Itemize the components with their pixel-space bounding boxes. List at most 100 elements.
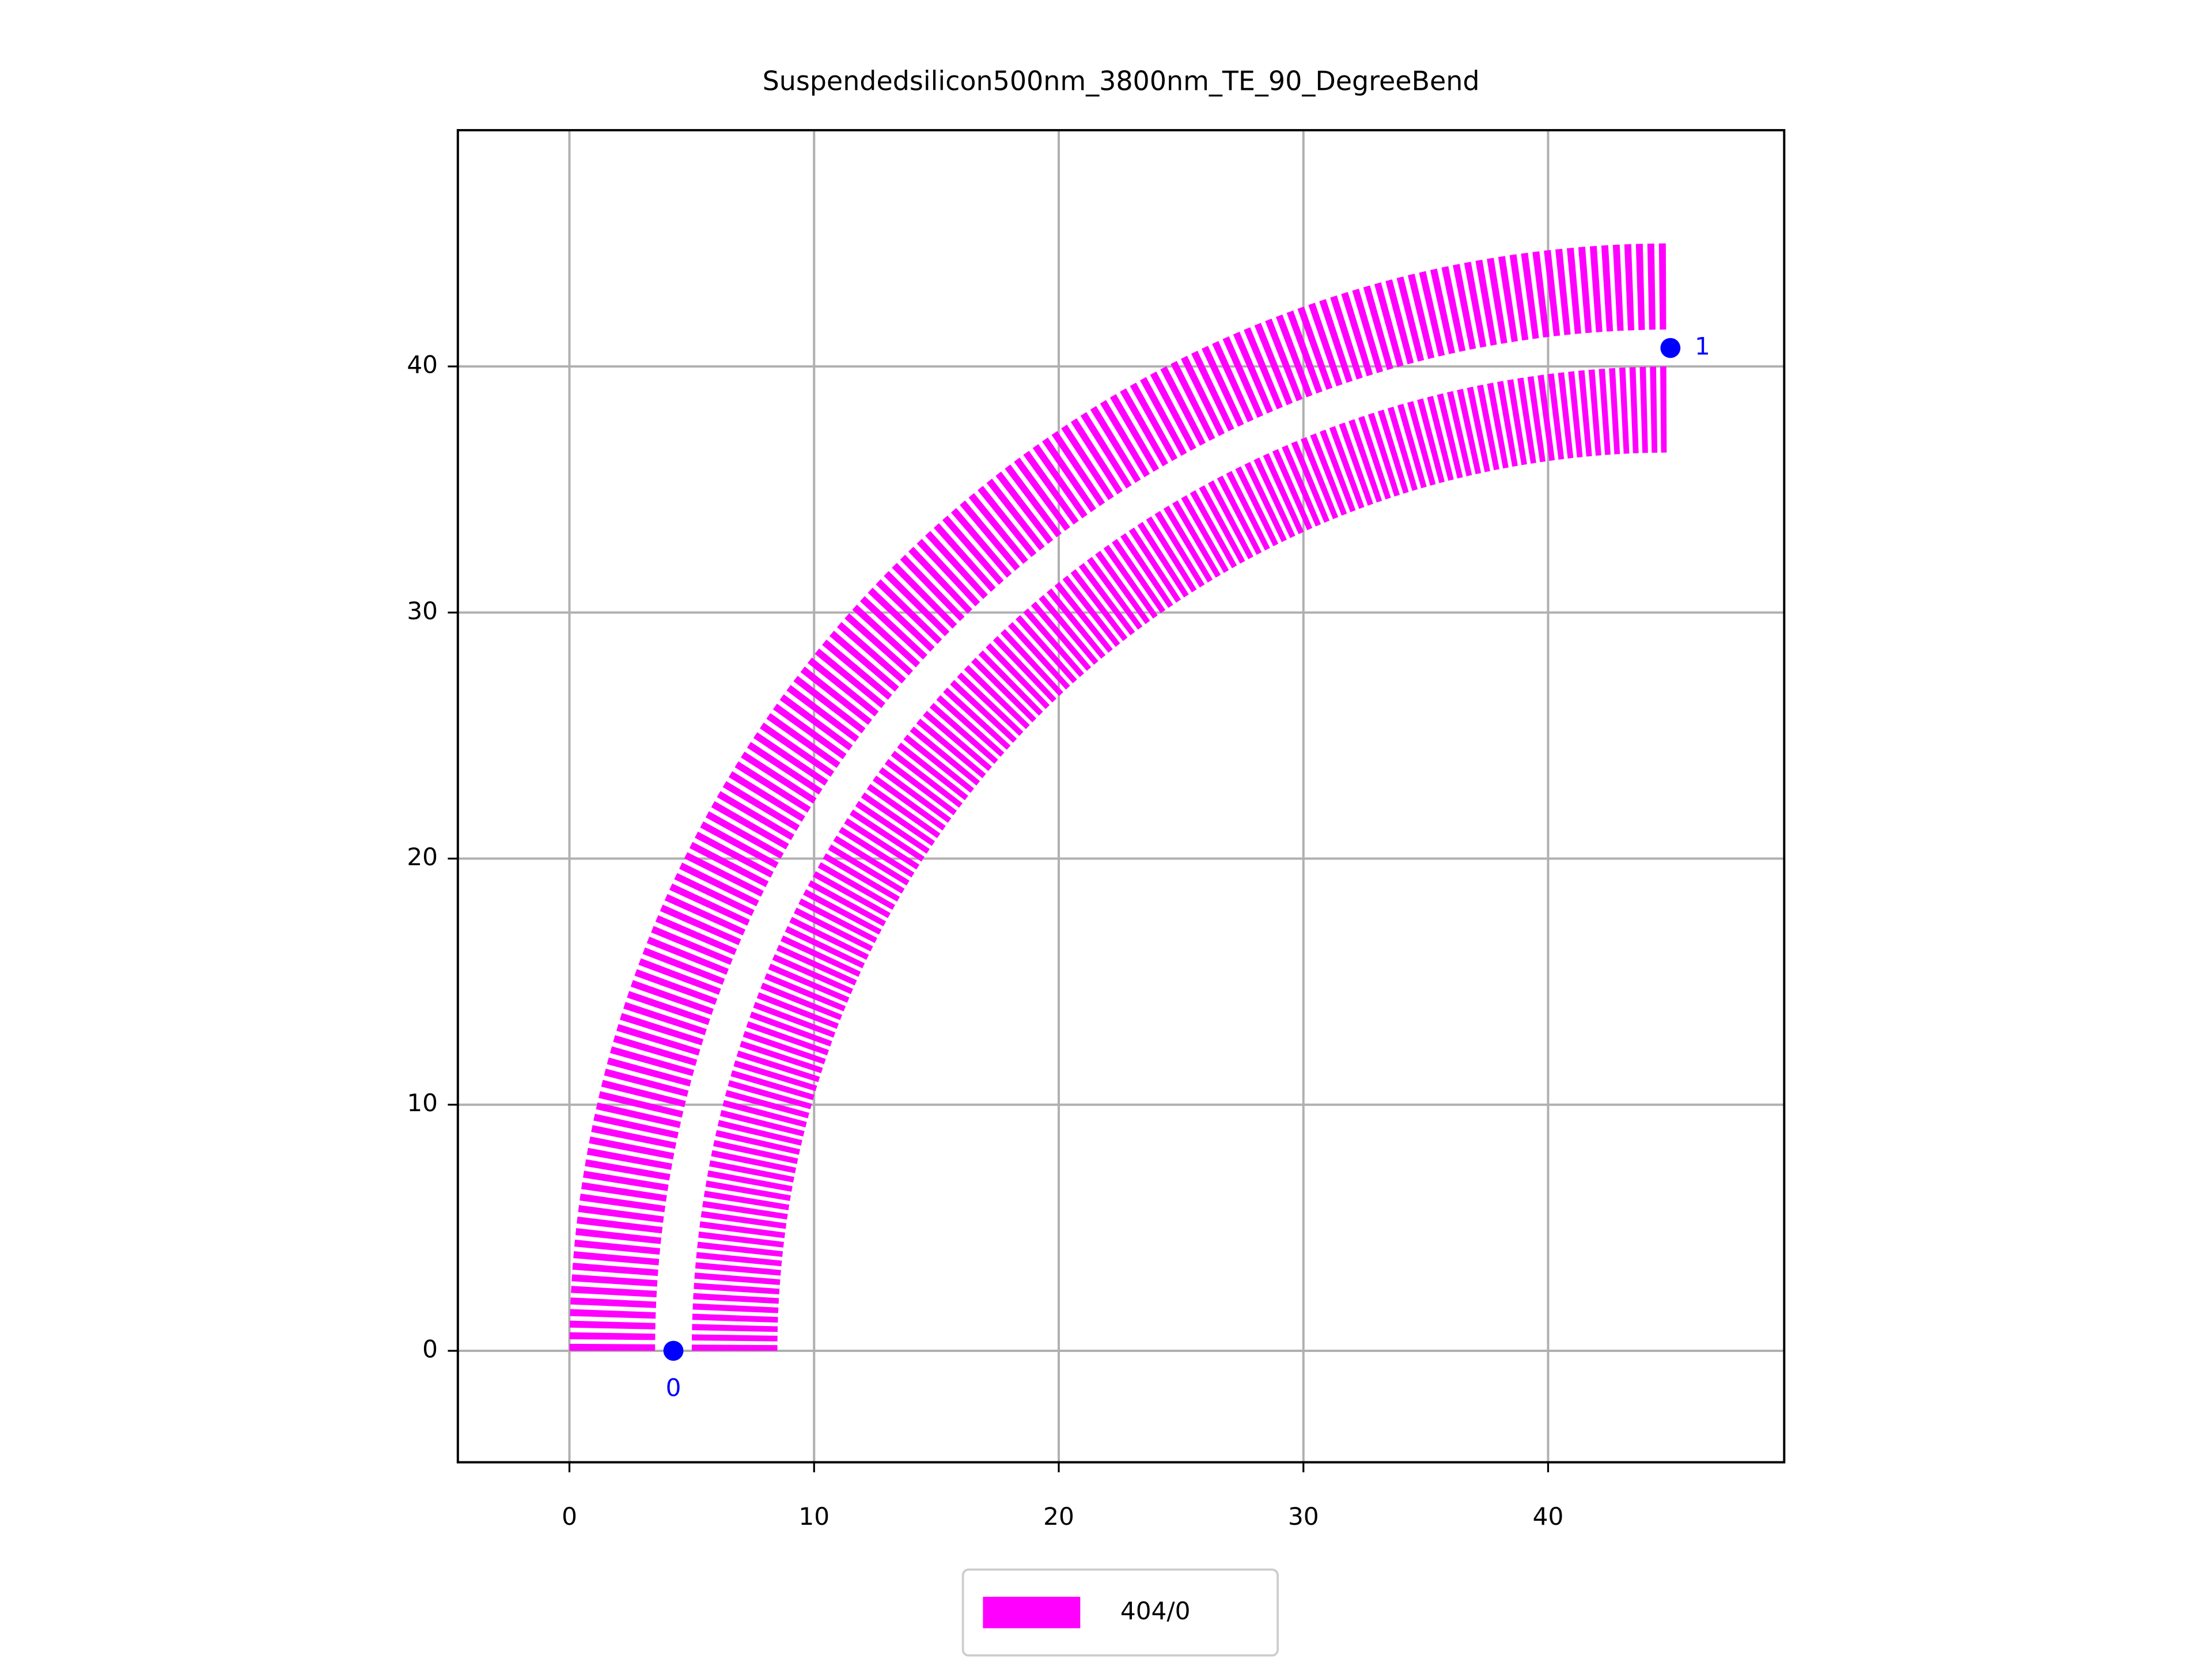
bend-segment: [705, 811, 784, 859]
bend-segment: [829, 630, 899, 692]
bend-segment: [569, 1332, 656, 1340]
bend-segment: [798, 898, 877, 944]
bend-segment: [1385, 279, 1414, 365]
bend-segment: [689, 842, 769, 888]
bend-segment: [694, 1272, 781, 1285]
bend-segment: [722, 1100, 807, 1128]
bend-segment: [910, 726, 980, 786]
legend-swatch: [983, 1596, 1081, 1628]
bend-segment: [916, 718, 986, 779]
bend-segment: [1568, 371, 1583, 458]
bend-segment: [1137, 522, 1189, 598]
bend-segment: [1100, 400, 1150, 478]
bend-segment: [1120, 388, 1169, 467]
bend-segment: [1487, 257, 1508, 344]
bend-segment: [772, 703, 847, 759]
bend-segment: [733, 1060, 817, 1092]
y-tick-label: 10: [407, 1089, 438, 1117]
bend-segment: [1042, 437, 1096, 513]
bend-segment: [693, 1293, 779, 1304]
bend-segment: [844, 818, 920, 870]
bend-segment: [1062, 575, 1120, 647]
bend-segment: [878, 767, 952, 823]
bend-segment: [785, 926, 865, 969]
bend-segment: [1527, 376, 1546, 463]
bend-segment: [1235, 466, 1279, 547]
bend-segment: [703, 1191, 790, 1211]
bend-segment: [1163, 505, 1213, 583]
bend-segment: [892, 563, 957, 629]
bend-segment: [1467, 387, 1491, 472]
bend-segment: [613, 1035, 698, 1066]
bend-segment: [604, 1069, 689, 1097]
bend-segment: [638, 958, 721, 995]
bend-segment: [1226, 471, 1270, 551]
bend-segment: [1532, 251, 1550, 338]
bend-segment: [692, 1324, 778, 1332]
x-tick-label: 0: [562, 1502, 577, 1531]
bend-segment: [1154, 511, 1205, 588]
bend-segment: [1544, 249, 1560, 336]
bend-segment: [743, 1031, 826, 1065]
bend-segment: [1477, 384, 1499, 471]
bend-segment: [698, 1231, 784, 1248]
bend-segment: [570, 1309, 656, 1319]
bend-segment: [1453, 264, 1476, 350]
bend-segment: [1658, 243, 1666, 330]
bend-segment: [1199, 485, 1245, 564]
bend-segment: [828, 844, 905, 894]
bend-segment: [1430, 268, 1456, 354]
bend-segment: [679, 862, 759, 907]
bend-segment: [1180, 355, 1225, 436]
bend-segment: [1330, 295, 1363, 380]
bend-segment: [753, 1002, 836, 1038]
bend-segment: [884, 759, 957, 816]
bend-segment: [1253, 457, 1296, 539]
bend-segment: [891, 751, 963, 808]
bend-segment: [570, 1297, 657, 1308]
bend-segment: [571, 1286, 657, 1298]
bend-segment: [1407, 401, 1436, 486]
bend-segment: [1120, 533, 1173, 608]
bend-segment: [764, 973, 846, 1012]
y-tick-label: 30: [407, 597, 438, 625]
bend-segment: [1619, 367, 1630, 454]
bend-segment: [1051, 431, 1105, 506]
bend-segment: [760, 982, 843, 1020]
bend-segment: [1146, 516, 1197, 593]
bend-segment: [664, 894, 746, 935]
x-tick-label: 10: [798, 1502, 830, 1531]
bend-segment: [1181, 495, 1229, 573]
bend-segment: [957, 672, 1024, 736]
bend-segment: [715, 1130, 801, 1155]
bend-segment: [1000, 628, 1063, 696]
bend-segment: [1080, 412, 1132, 489]
bend-segment: [1601, 245, 1613, 332]
bend-segment: [950, 680, 1017, 743]
bend-segment: [709, 1160, 794, 1183]
bend-segment: [734, 761, 811, 813]
bend-segment: [1212, 341, 1254, 422]
bend-segment: [1363, 285, 1393, 370]
x-tick-label: 20: [1043, 1502, 1074, 1531]
bend-segment: [872, 775, 946, 831]
bend-segment: [1635, 244, 1645, 330]
bend-segment: [674, 873, 755, 916]
bend-segment: [591, 1125, 677, 1149]
bend-segment: [971, 657, 1037, 722]
bend-segment: [642, 947, 725, 985]
bend-segment: [634, 969, 718, 1005]
bend-segment: [707, 1170, 793, 1192]
bend-segment: [702, 1200, 788, 1220]
bend-segment: [692, 1303, 779, 1313]
bend-segment: [736, 1050, 820, 1082]
bend-segment: [1007, 622, 1070, 690]
bend-segment: [897, 743, 968, 801]
bend-segment: [574, 1240, 661, 1255]
bend-segment: [781, 935, 861, 977]
bend-segment: [859, 596, 927, 660]
bend-segment: [1023, 450, 1079, 525]
bend-segment: [694, 1282, 780, 1295]
bend-segment: [793, 676, 866, 734]
